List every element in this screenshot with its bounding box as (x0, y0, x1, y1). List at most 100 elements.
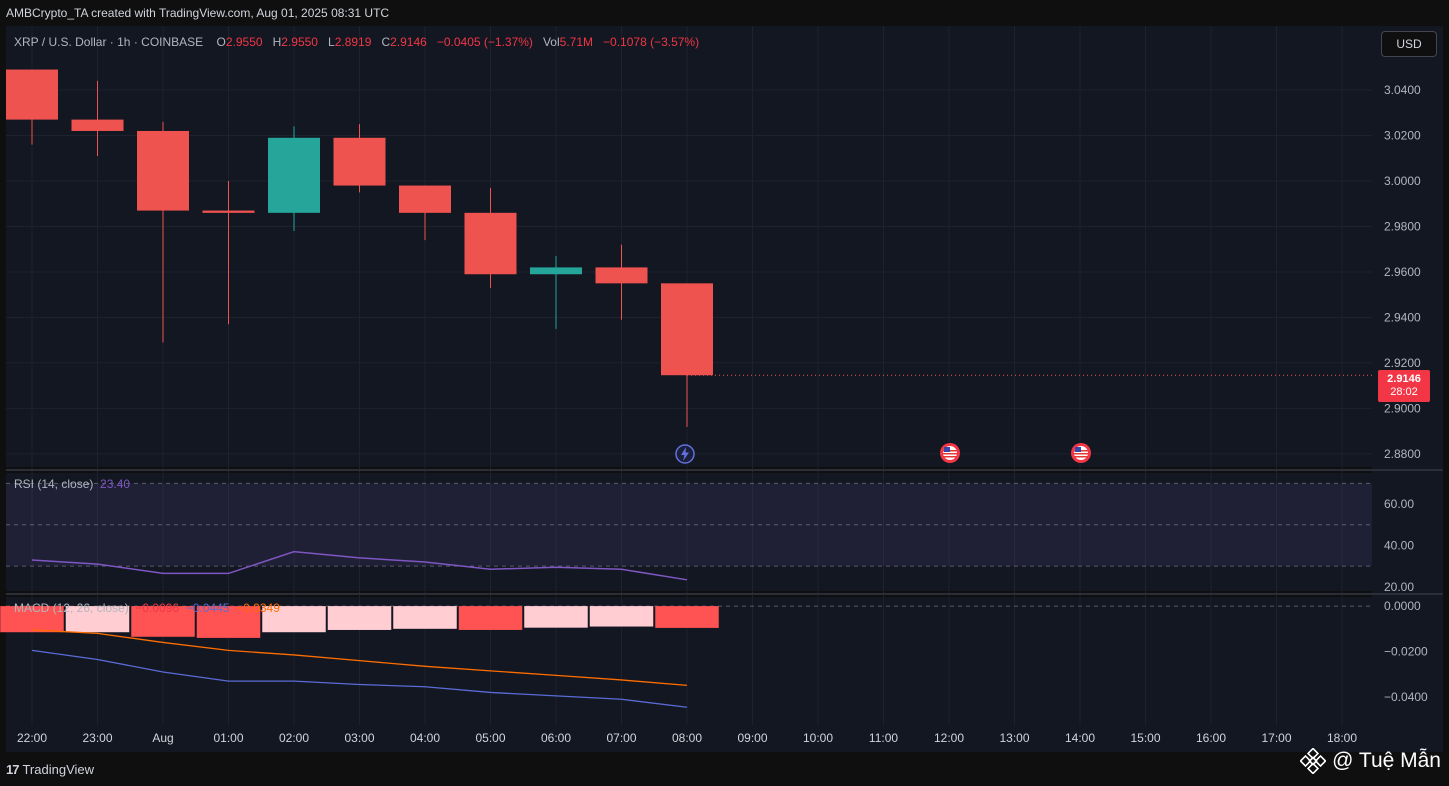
price-tick-label: 2.9600 (1384, 265, 1421, 279)
volume-value: 5.71M (559, 35, 593, 49)
time-tick-label: 02:00 (279, 731, 309, 745)
candle-body[interactable] (137, 130, 189, 211)
chart-attribution: AMBCrypto_TA created with TradingView.co… (6, 6, 390, 20)
time-tick-label: 10:00 (803, 731, 833, 745)
macd-signal-value: −0.0349 (236, 601, 280, 615)
candle-body[interactable] (202, 210, 255, 213)
us-flag-icon[interactable] (1070, 442, 1092, 464)
macd-histogram-bar[interactable] (524, 606, 588, 628)
rsi-label: RSI (14, close) (14, 477, 94, 491)
macd-histogram-bar[interactable] (458, 606, 523, 630)
time-tick-label: 16:00 (1196, 731, 1226, 745)
time-axis[interactable] (6, 725, 1372, 751)
price-tick-label: 2.9000 (1384, 401, 1421, 415)
rsi-line[interactable] (31, 550, 688, 581)
close-value: 2.9146 (390, 35, 427, 49)
rsi-value: 23.40 (100, 477, 131, 491)
watermark-text: @ Tuệ Mẫn (1332, 749, 1441, 772)
time-tick-label: 12:00 (934, 731, 964, 745)
last-price-tag: 2.9146 28:02 (1378, 370, 1430, 402)
time-tick-label: 17:00 (1261, 731, 1291, 745)
open-label: O (216, 35, 226, 49)
macd-label: MACD (12, 26, close) (14, 601, 129, 615)
tradingview-logo-icon: 17 (6, 762, 20, 777)
candle-body[interactable] (661, 283, 713, 376)
price-tick-label: 3.0400 (1384, 83, 1421, 97)
price-pane[interactable] (6, 26, 1372, 467)
macd-histogram-bar[interactable] (589, 606, 654, 627)
macd-tick-label: 0.0000 (1384, 599, 1421, 613)
time-tick-label: 18:00 (1327, 731, 1357, 745)
binance-logo-icon (1300, 748, 1327, 774)
macd-histogram-bar[interactable] (131, 606, 195, 637)
macd-histogram-bar[interactable] (655, 606, 719, 628)
currency-button[interactable]: USD (1381, 31, 1437, 57)
price-change: −0.0405 (−1.37%) (436, 35, 533, 49)
bar-countdown: 28:02 (1390, 386, 1418, 398)
macd-histogram-bar[interactable] (0, 606, 64, 633)
time-tick-label: 01:00 (213, 731, 243, 745)
candle-body[interactable] (595, 267, 648, 284)
price-tick-label: 2.9400 (1384, 310, 1421, 324)
time-tick-label: 09:00 (737, 731, 767, 745)
volume-change: −0.1078 (−3.57%) (603, 35, 700, 49)
rsi-tick-label: 40.00 (1384, 538, 1414, 552)
time-tick-label: 07:00 (606, 731, 636, 745)
symbol-legend: XRP / U.S. Dollar · 1h · COINBASE O2.955… (14, 35, 699, 49)
time-tick-label: 15:00 (1130, 731, 1160, 745)
macd-histogram-bar[interactable] (65, 606, 130, 633)
rsi-tick-label: 20.00 (1384, 580, 1414, 594)
low-value: 2.8919 (334, 35, 372, 49)
macd-line-value: −0.0445 (185, 601, 230, 615)
candle-body[interactable] (399, 185, 451, 213)
candle-body[interactable] (333, 137, 386, 186)
macd-histogram-bar[interactable] (262, 606, 326, 633)
time-tick-label: 04:00 (410, 731, 440, 745)
volume-label: Vol (542, 35, 560, 49)
tradingview-logo-text: TradingView (22, 762, 95, 777)
macd-histogram-bar[interactable] (327, 606, 392, 630)
rsi-legend[interactable]: RSI (14, close) 23.40 (14, 477, 130, 491)
price-tick-label: 3.0200 (1384, 129, 1421, 143)
macd-legend[interactable]: MACD (12, 26, close) −0.0096 −0.0445 −0.… (14, 601, 280, 615)
close-label: C (381, 35, 391, 49)
symbol-name[interactable]: XRP / U.S. Dollar · 1h · COINBASE (14, 35, 204, 49)
time-tick-label: Aug (152, 731, 173, 745)
macd-histogram-bar[interactable] (393, 606, 457, 629)
time-tick-label: 08:00 (672, 731, 702, 745)
rsi-tick-label: 60.00 (1384, 497, 1414, 511)
time-tick-label: 03:00 (344, 731, 374, 745)
candle-body[interactable] (464, 212, 517, 275)
time-tick-label: 11:00 (869, 731, 898, 745)
candle-body[interactable] (268, 137, 320, 213)
candle-body[interactable] (530, 267, 582, 275)
last-price-value: 2.9146 (1387, 373, 1421, 385)
macd-histogram-bar[interactable] (196, 606, 261, 638)
macd-signal-line[interactable] (31, 629, 688, 687)
macd-tick-label: −0.0400 (1384, 690, 1428, 704)
time-tick-label: 23:00 (82, 731, 112, 745)
price-tick-label: 3.0000 (1384, 174, 1421, 188)
open-value: 2.9550 (225, 35, 263, 49)
time-tick-label: 22:00 (17, 731, 47, 745)
macd-hist-value: −0.0096 (135, 601, 180, 615)
time-tick-label: 05:00 (475, 731, 505, 745)
watermark: @ Tuệ Mẫn (1300, 748, 1441, 774)
low-label: L (328, 35, 335, 49)
tradingview-logo[interactable]: 17 TradingView (6, 762, 94, 777)
candle-body[interactable] (71, 119, 124, 131)
time-tick-label: 14:00 (1065, 731, 1095, 745)
macd-tick-label: −0.0200 (1384, 645, 1428, 659)
time-tick-label: 13:00 (999, 731, 1029, 745)
candle-body[interactable] (6, 69, 58, 120)
macd-line[interactable] (31, 649, 688, 708)
us-flag-icon[interactable] (939, 442, 961, 464)
price-tick-label: 2.9200 (1384, 356, 1421, 370)
high-value: 2.9550 (281, 35, 318, 49)
price-tick-label: 2.9800 (1384, 219, 1421, 233)
lightning-icon[interactable] (674, 443, 696, 465)
high-label: H (272, 35, 282, 49)
time-tick-label: 06:00 (541, 731, 571, 745)
price-tick-label: 2.8800 (1384, 447, 1421, 461)
